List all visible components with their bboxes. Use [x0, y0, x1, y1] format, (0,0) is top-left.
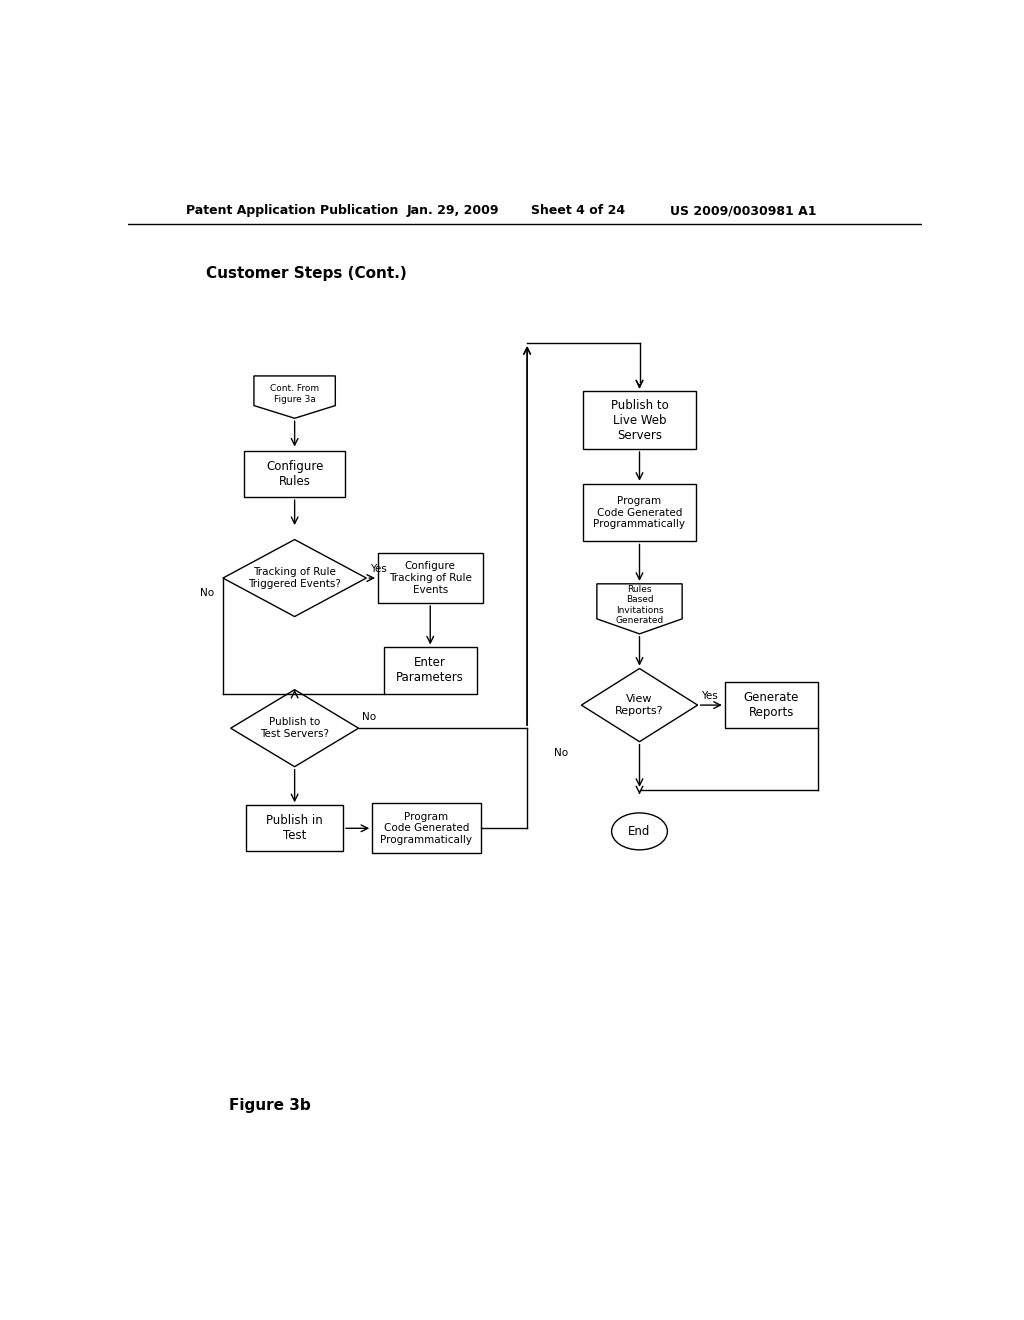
Text: Program
Code Generated
Programmatically: Program Code Generated Programmatically	[594, 496, 685, 529]
Text: Tracking of Rule
Triggered Events?: Tracking of Rule Triggered Events?	[248, 568, 341, 589]
Text: Program
Code Generated
Programmatically: Program Code Generated Programmatically	[380, 812, 472, 845]
Polygon shape	[230, 689, 358, 767]
Text: Yes: Yes	[371, 564, 387, 574]
Bar	[584, 483, 695, 541]
Text: Publish in
Test: Publish in Test	[266, 814, 323, 842]
Polygon shape	[223, 540, 367, 616]
Text: Jan. 29, 2009: Jan. 29, 2009	[407, 205, 500, 218]
Text: View
Reports?: View Reports?	[615, 694, 664, 715]
Text: No: No	[362, 711, 377, 722]
Polygon shape	[582, 668, 697, 742]
Text: Enter
Parameters: Enter Parameters	[396, 656, 464, 685]
Text: Patent Application Publication: Patent Application Publication	[186, 205, 398, 218]
Text: Publish to
Test Servers?: Publish to Test Servers?	[260, 717, 329, 739]
Text: Configure
Rules: Configure Rules	[266, 461, 324, 488]
Bar	[246, 805, 343, 851]
Text: Sheet 4 of 24: Sheet 4 of 24	[531, 205, 625, 218]
Bar	[378, 553, 482, 603]
Text: No: No	[554, 748, 568, 758]
Text: Publish to
Live Web
Servers: Publish to Live Web Servers	[610, 399, 669, 442]
Text: Figure 3b: Figure 3b	[228, 1098, 310, 1113]
Bar	[245, 451, 345, 498]
Polygon shape	[597, 583, 682, 634]
Bar	[725, 682, 818, 729]
Text: Generate
Reports: Generate Reports	[743, 692, 799, 719]
Bar	[384, 647, 477, 693]
Text: Configure
Tracking of Rule
Events: Configure Tracking of Rule Events	[389, 561, 472, 594]
Bar	[584, 391, 695, 449]
Text: End: End	[629, 825, 650, 838]
Text: Cont. From
Figure 3a: Cont. From Figure 3a	[270, 384, 319, 404]
Text: No: No	[200, 589, 214, 598]
Bar	[372, 804, 480, 853]
Text: Rules
Based
Invitations
Generated: Rules Based Invitations Generated	[615, 585, 664, 626]
Polygon shape	[254, 376, 335, 418]
Text: Customer Steps (Cont.): Customer Steps (Cont.)	[206, 267, 407, 281]
Text: Yes: Yes	[701, 690, 718, 701]
Text: US 2009/0030981 A1: US 2009/0030981 A1	[671, 205, 817, 218]
Ellipse shape	[611, 813, 668, 850]
